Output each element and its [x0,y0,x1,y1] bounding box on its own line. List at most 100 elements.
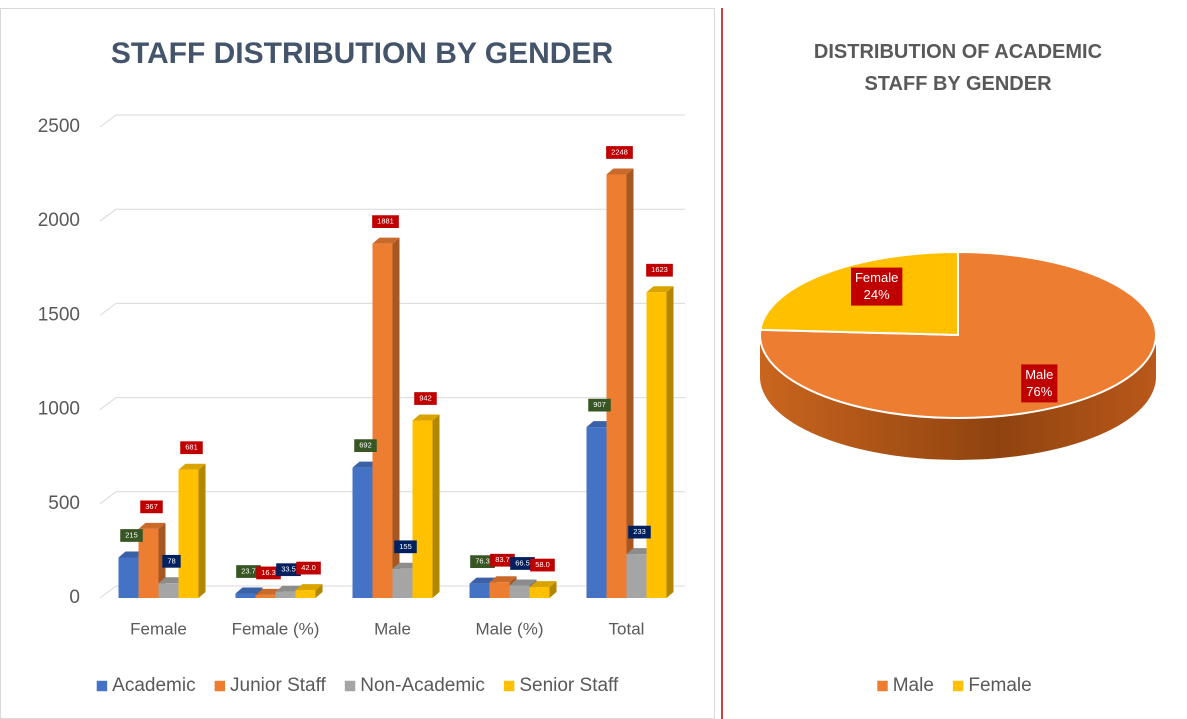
y-tick-label: 2000 [38,210,80,231]
data-label: 215 [125,530,138,539]
bar-top [295,584,323,591]
x-tick-label: Total [609,619,645,638]
data-label-box [140,500,163,514]
data-label-box [850,267,903,306]
data-label: 907 [593,400,606,409]
bar-side [666,286,674,598]
data-label: 78 [167,556,175,565]
bar [489,582,510,598]
data-label: 681 [185,443,198,452]
data-label-name: Male [1025,367,1053,382]
bar [352,467,373,598]
grid-line-slant [99,491,117,505]
legend-label: Female [968,675,1031,696]
data-label-box [180,441,203,455]
data-label: 2248 [611,147,628,156]
data-label: 76% [1026,384,1052,399]
legend-swatch [96,680,108,692]
data-label-box [276,563,301,577]
data-label-box [1021,364,1058,403]
bar [392,568,413,598]
bar-top [646,286,674,293]
data-label-box [628,525,651,539]
bar [626,554,647,598]
data-label: 1623 [651,265,668,274]
bar-top [138,522,166,529]
data-label-box [256,566,281,580]
x-tick-label: Female (%) [232,619,320,638]
legend-label: Academic [112,675,195,696]
data-label: 692 [359,441,372,450]
legend-swatch [344,680,356,692]
bar [275,591,296,598]
data-label-box [372,215,399,228]
legend-label: Non-Academic [360,675,485,696]
bar [118,557,139,598]
legend-label: Male [893,675,934,696]
legend-label: Senior Staff [519,675,619,696]
data-label: 23.7 [241,567,256,576]
grid-line-slant [99,585,117,599]
bar [178,469,199,598]
bar-side [198,463,206,598]
bar-top [372,237,400,244]
bar-top [606,168,634,175]
bar [372,243,393,598]
bar [646,292,667,598]
grid-line-slant [99,302,117,316]
bar [255,594,276,598]
bar [586,427,607,598]
data-label-box [394,540,417,554]
bar [529,587,550,598]
legend-swatch [214,680,226,692]
bar-top [529,581,557,588]
data-label: 367 [145,502,158,511]
data-label: 83.7 [495,555,510,564]
bar [509,585,530,598]
legend-swatch [877,680,888,692]
legend-label: Junior Staff [230,675,326,696]
data-label: 1881 [377,217,394,226]
bar [412,420,433,598]
data-label: 233 [633,527,646,536]
bar-top [235,587,263,594]
data-label: 58.0 [535,560,550,569]
data-label-box [354,439,377,453]
y-tick-label: 0 [69,587,80,608]
x-tick-label: Female [130,619,187,638]
y-tick-label: 2500 [38,116,80,137]
bar-side [626,168,634,598]
bar-side [432,414,440,598]
legend-swatch [952,680,964,692]
chart-title: STAFF DISTRIBUTION BY GENDER [111,37,614,70]
y-tick-label: 500 [48,493,80,514]
bar-top [412,414,440,421]
data-label: 42.0 [301,563,316,572]
bar [606,174,627,598]
data-label-box [510,557,535,570]
data-label-box [414,392,437,405]
bar [158,583,179,598]
grid-line-slant [99,397,117,411]
legend-swatch [503,680,515,692]
data-label-box [646,263,673,277]
bar [235,593,256,598]
bar [295,590,316,598]
data-label-box [162,554,181,568]
data-label: 33.5 [281,565,296,574]
bar-top [509,579,537,586]
y-tick-label: 1000 [38,399,80,420]
data-label-box [530,558,555,572]
data-label: 942 [419,394,432,403]
data-label-box [120,529,143,542]
bar-side [315,584,323,598]
data-label-box [236,565,261,578]
bar-top [178,463,206,470]
pie-title: DISTRIBUTION OF ACADEMIC STAFF BY GENDER [813,41,1103,95]
data-label: 155 [399,542,412,551]
data-label: 66.5 [515,558,530,567]
y-tick-label: 1500 [38,304,80,325]
data-label-name: Female [855,270,898,285]
